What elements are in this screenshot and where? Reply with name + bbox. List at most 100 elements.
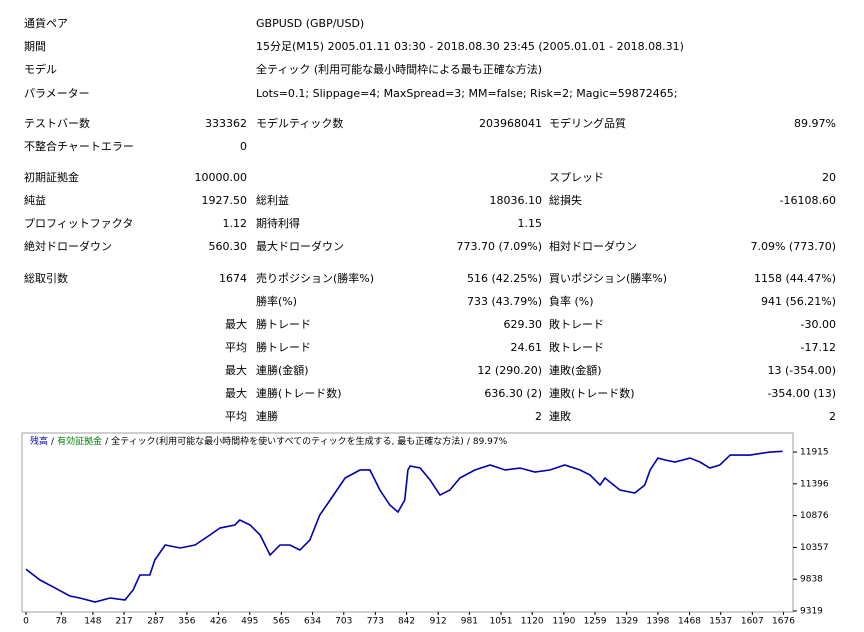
stat-label: 勝トレード bbox=[256, 317, 311, 331]
stat-value: 7.09% (773.70) bbox=[750, 240, 836, 253]
stat-label: 総取引数 bbox=[24, 271, 68, 285]
stat-value: 636.30 (2) bbox=[484, 387, 542, 400]
chart-frame bbox=[21, 432, 794, 613]
x-tick-label: 842 bbox=[398, 617, 415, 627]
stat-value: 1.15 bbox=[518, 217, 543, 230]
stat-value: 10000.00 bbox=[195, 171, 248, 184]
field-label: 通貨ペア bbox=[24, 16, 68, 30]
x-tick-label: 217 bbox=[115, 617, 132, 627]
stat-value: 1927.50 bbox=[202, 194, 248, 207]
legend-model: 全ティック(利用可能な最小時間枠を使いすべてのティックを生成する, 最も正確な方… bbox=[111, 435, 464, 447]
legend-separator: / bbox=[105, 437, 109, 447]
x-tick-label: 1329 bbox=[615, 617, 638, 627]
stat-value: 13 (-354.00) bbox=[767, 364, 836, 377]
stat-label: 敗トレード bbox=[549, 317, 604, 331]
x-tick-label: 703 bbox=[335, 617, 352, 627]
stat-value: 203968041 bbox=[479, 117, 542, 130]
x-tick-label: 912 bbox=[430, 617, 447, 627]
x-tick-label: 426 bbox=[210, 617, 227, 627]
stat-value: -16108.60 bbox=[780, 194, 836, 207]
x-tick-label: 0 bbox=[23, 617, 29, 627]
stat-value: 最大 bbox=[225, 317, 247, 331]
stat-value: 629.30 bbox=[504, 318, 543, 331]
stat-value: 733 (43.79%) bbox=[467, 295, 542, 308]
stat-label: 初期証拠金 bbox=[24, 170, 79, 184]
x-tick-label: 773 bbox=[367, 617, 384, 627]
stat-value: 最大 bbox=[225, 363, 247, 377]
stat-value: 560.30 bbox=[209, 240, 248, 253]
stat-label: プロフィットファクタ bbox=[24, 217, 133, 230]
stat-label: 勝トレード bbox=[256, 340, 311, 354]
field-value: Lots=0.1; Slippage=4; MaxSpread=3; MM=fa… bbox=[256, 87, 678, 100]
stat-value: 最大 bbox=[225, 386, 247, 400]
field-label: モデル bbox=[24, 62, 57, 76]
stat-value: 1674 bbox=[219, 272, 247, 285]
x-tick-label: 1398 bbox=[646, 617, 669, 627]
x-tick-label: 1120 bbox=[521, 617, 544, 627]
legend-separator: / bbox=[51, 437, 55, 447]
x-tick-label: 1676 bbox=[772, 617, 795, 627]
stat-label: モデリング品質 bbox=[549, 116, 626, 130]
stat-label: スプレッド bbox=[549, 171, 604, 184]
x-tick-label: 565 bbox=[273, 617, 290, 627]
x-tick-label: 495 bbox=[241, 617, 258, 627]
stat-value: 20 bbox=[822, 171, 836, 184]
stat-value: 773.70 (7.09%) bbox=[456, 240, 542, 253]
x-tick-label: 1259 bbox=[584, 617, 607, 627]
legend-separator: / bbox=[467, 437, 471, 447]
stat-label: 不整合チャートエラー bbox=[24, 139, 134, 153]
stat-value: 89.97% bbox=[794, 117, 836, 130]
x-tick-label: 1607 bbox=[741, 617, 764, 627]
stat-label: 売りポジション(勝率%) bbox=[256, 271, 374, 285]
x-tick-label: 356 bbox=[178, 617, 195, 627]
balance-line bbox=[25, 450, 783, 603]
stat-value: 1158 (44.47%) bbox=[754, 272, 836, 285]
stat-label: 連敗 bbox=[549, 409, 571, 423]
y-tick-label: 9319 bbox=[800, 607, 823, 617]
stat-value: 0 bbox=[240, 140, 247, 153]
y-tick-label: 10357 bbox=[800, 543, 829, 553]
stat-label: 連敗(金額) bbox=[549, 363, 602, 377]
field-value: GBPUSD (GBP/USD) bbox=[256, 17, 364, 30]
stat-label: 連勝 bbox=[256, 409, 278, 423]
x-tick-label: 287 bbox=[147, 617, 164, 627]
stat-label: テストバー数 bbox=[24, 117, 90, 130]
field-label: パラメーター bbox=[24, 87, 90, 100]
stat-label: 連敗(トレード数) bbox=[549, 386, 635, 400]
stat-label: モデルティック数 bbox=[256, 116, 343, 130]
stat-value: 1.12 bbox=[223, 217, 248, 230]
x-tick-label: 634 bbox=[304, 617, 321, 627]
stat-value: 333362 bbox=[205, 117, 247, 130]
stat-label: 買いポジション(勝率%) bbox=[549, 271, 667, 285]
field-value: 全ティック (利用可能な最小時間枠による最も正確な方法) bbox=[256, 62, 542, 76]
x-tick-label: 1468 bbox=[678, 617, 701, 627]
stat-label: 負率 (%) bbox=[549, 294, 594, 308]
stat-label: 純益 bbox=[24, 193, 46, 207]
legend-balance: 残高 bbox=[30, 435, 48, 447]
stat-label: 相対ドローダウン bbox=[549, 239, 637, 253]
stat-label: 総利益 bbox=[256, 193, 289, 207]
stat-label: 敗トレード bbox=[549, 340, 604, 354]
stat-value: 2 bbox=[829, 410, 836, 423]
x-tick-label: 1051 bbox=[490, 617, 513, 627]
legend-quality: 89.97% bbox=[473, 437, 508, 447]
stat-value: 516 (42.25%) bbox=[467, 272, 542, 285]
stat-value: -30.00 bbox=[801, 318, 836, 331]
x-tick-label: 1190 bbox=[552, 617, 575, 627]
x-tick-label: 148 bbox=[84, 617, 101, 627]
stat-label: 絶対ドローダウン bbox=[24, 239, 112, 253]
stat-label: 最大ドローダウン bbox=[256, 239, 344, 253]
stat-value: 941 (56.21%) bbox=[761, 295, 836, 308]
field-label: 期間 bbox=[24, 40, 46, 53]
stat-value: 平均 bbox=[225, 410, 247, 423]
y-tick-label: 9838 bbox=[800, 575, 823, 585]
stat-value: -17.12 bbox=[801, 341, 836, 354]
x-tick-label: 78 bbox=[56, 617, 68, 627]
stat-label: 総損失 bbox=[549, 193, 582, 207]
stat-value: 18036.10 bbox=[490, 194, 543, 207]
stat-label: 連勝(トレード数) bbox=[256, 386, 342, 400]
chart-legend: 残高 / 有効証拠金 / 全ティック(利用可能な最小時間枠を使いすべてのティックを生成す… bbox=[30, 435, 508, 447]
field-value: 15分足(M15) 2005.01.11 03:30 - 2018.08.30 … bbox=[256, 40, 684, 53]
